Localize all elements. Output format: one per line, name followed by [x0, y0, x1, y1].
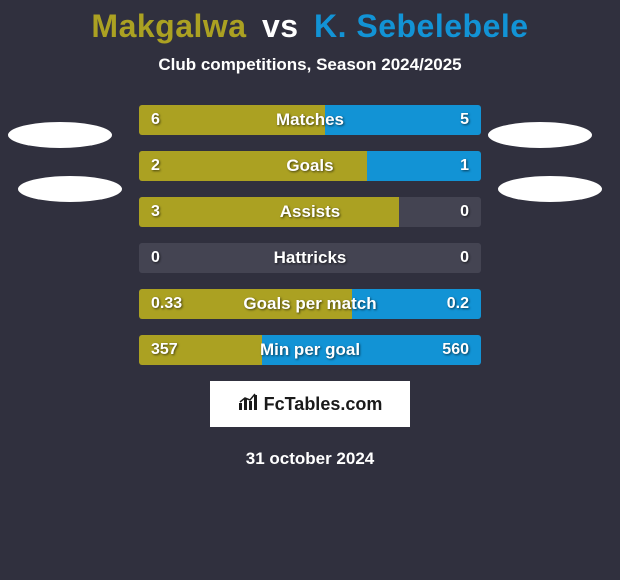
- stat-row: 357 560 Min per goal: [139, 335, 481, 365]
- decorative-oval: [8, 122, 112, 148]
- footer-date: 31 october 2024: [0, 449, 620, 469]
- subtitle: Club competitions, Season 2024/2025: [0, 55, 620, 75]
- player-right-name: K. Sebelebele: [314, 8, 529, 44]
- stat-right-value: 1: [460, 157, 469, 175]
- stat-left-value: 6: [151, 111, 160, 129]
- stat-label: Assists: [280, 202, 340, 222]
- stat-row: 6 5 Matches: [139, 105, 481, 135]
- footer-logo-label: FcTables.com: [264, 394, 383, 415]
- stat-row: 3 0 Assists: [139, 197, 481, 227]
- decorative-oval: [18, 176, 122, 202]
- stat-left-value: 0: [151, 249, 160, 267]
- stat-row: 0.33 0.2 Goals per match: [139, 289, 481, 319]
- page-title: Makgalwa vs K. Sebelebele: [0, 8, 620, 45]
- footer-logo-text: FcTables.com: [238, 393, 383, 416]
- stat-label: Goals: [286, 156, 333, 176]
- stat-left-segment: [139, 197, 399, 227]
- comparison-card: Makgalwa vs K. Sebelebele Club competiti…: [0, 0, 620, 580]
- player-left-name: Makgalwa: [91, 8, 246, 44]
- stat-right-segment: [325, 105, 481, 135]
- footer-logo: FcTables.com: [210, 381, 410, 427]
- stat-left-value: 3: [151, 203, 160, 221]
- stat-label: Min per goal: [260, 340, 360, 360]
- stat-right-value: 0.2: [447, 295, 469, 313]
- stat-label: Hattricks: [274, 248, 347, 268]
- chart-icon: [238, 393, 260, 416]
- stat-row: 2 1 Goals: [139, 151, 481, 181]
- stat-right-value: 0: [460, 203, 469, 221]
- stat-rows: 6 5 Matches 2 1 Goals 3 0 Assists 0 0 Hattricks 0.33…: [139, 105, 481, 365]
- vs-label: vs: [262, 8, 299, 44]
- decorative-oval: [488, 122, 592, 148]
- stat-right-value: 5: [460, 111, 469, 129]
- stat-left-value: 357: [151, 341, 178, 359]
- stat-right-value: 0: [460, 249, 469, 267]
- stat-left-value: 0.33: [151, 295, 182, 313]
- decorative-oval: [498, 176, 602, 202]
- stat-label: Goals per match: [243, 294, 376, 314]
- stat-label: Matches: [276, 110, 344, 130]
- stat-left-value: 2: [151, 157, 160, 175]
- stat-row: 0 0 Hattricks: [139, 243, 481, 273]
- stat-right-value: 560: [442, 341, 469, 359]
